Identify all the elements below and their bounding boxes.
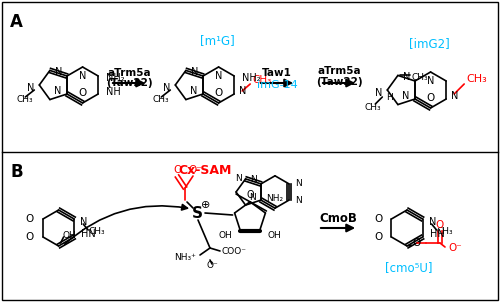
Text: N: N [250,175,257,185]
Text: O: O [436,220,444,230]
Text: Cx-SAM: Cx-SAM [178,163,232,176]
Text: Taw1: Taw1 [262,68,292,78]
Text: HN: HN [81,229,96,239]
Text: CH₃: CH₃ [88,227,105,236]
Text: imG-14: imG-14 [256,80,298,90]
Text: COO⁻: COO⁻ [222,248,247,256]
Text: CH₃: CH₃ [466,74,487,84]
Text: N: N [190,86,197,96]
Text: N: N [427,76,434,86]
Text: NH₂: NH₂ [106,73,125,83]
Text: CH₃: CH₃ [153,95,170,104]
Text: O: O [214,88,222,98]
Text: CH₃: CH₃ [252,75,272,85]
Text: [cmo⁵U]: [cmo⁵U] [385,262,433,275]
Text: NH₂: NH₂ [266,194,283,203]
Text: NH₃⁺: NH₃⁺ [174,253,196,262]
Text: N: N [375,88,382,98]
Text: CmoB: CmoB [319,211,357,224]
Text: A: A [10,13,23,31]
Text: N: N [80,217,88,227]
Text: N: N [451,91,458,101]
Text: CH₃: CH₃ [412,73,428,82]
Text: (Taw22): (Taw22) [316,77,362,87]
Text: S: S [192,205,202,220]
Text: HN: HN [430,229,444,239]
Text: aTrm5a: aTrm5a [317,66,361,76]
Text: N: N [402,72,410,82]
Text: H: H [386,94,392,102]
Text: OH: OH [62,230,76,239]
Text: N: N [190,67,198,77]
Text: NH: NH [106,87,121,97]
Text: O: O [374,214,382,224]
Text: O: O [26,232,34,242]
Text: CH₃: CH₃ [17,95,34,104]
Text: O: O [78,88,86,98]
Text: O: O [426,93,434,103]
Text: B: B [10,163,22,181]
Text: O⁻: O⁻ [188,165,202,175]
Text: N: N [27,83,34,93]
Text: O: O [173,165,181,175]
Text: N: N [249,193,256,202]
Text: N: N [235,174,242,183]
Text: N: N [54,67,62,77]
Text: N: N [54,86,61,96]
Text: [imG2]: [imG2] [408,37,450,50]
Text: O: O [374,232,382,242]
Text: (Taw22): (Taw22) [106,78,152,88]
Text: O⁻: O⁻ [206,262,218,271]
Text: N: N [295,196,302,204]
Text: O: O [26,214,34,224]
Text: N: N [428,217,436,227]
Text: N: N [79,71,86,81]
Text: [m¹G]: [m¹G] [200,34,234,47]
Text: ⊕: ⊕ [202,200,210,210]
Text: CH₃: CH₃ [365,104,382,113]
Text: N: N [239,86,246,96]
Text: N: N [215,71,222,81]
Text: aTrm5a: aTrm5a [107,68,151,78]
Text: OH: OH [268,231,281,239]
Text: N: N [163,83,170,93]
Text: N: N [402,91,409,101]
Text: O: O [246,190,254,200]
Text: O: O [412,238,420,248]
Text: O⁻: O⁻ [448,243,462,253]
Text: NH₂: NH₂ [242,73,261,83]
Text: CH₃: CH₃ [436,227,453,236]
Text: N: N [295,179,302,188]
Text: OH: OH [218,231,232,239]
